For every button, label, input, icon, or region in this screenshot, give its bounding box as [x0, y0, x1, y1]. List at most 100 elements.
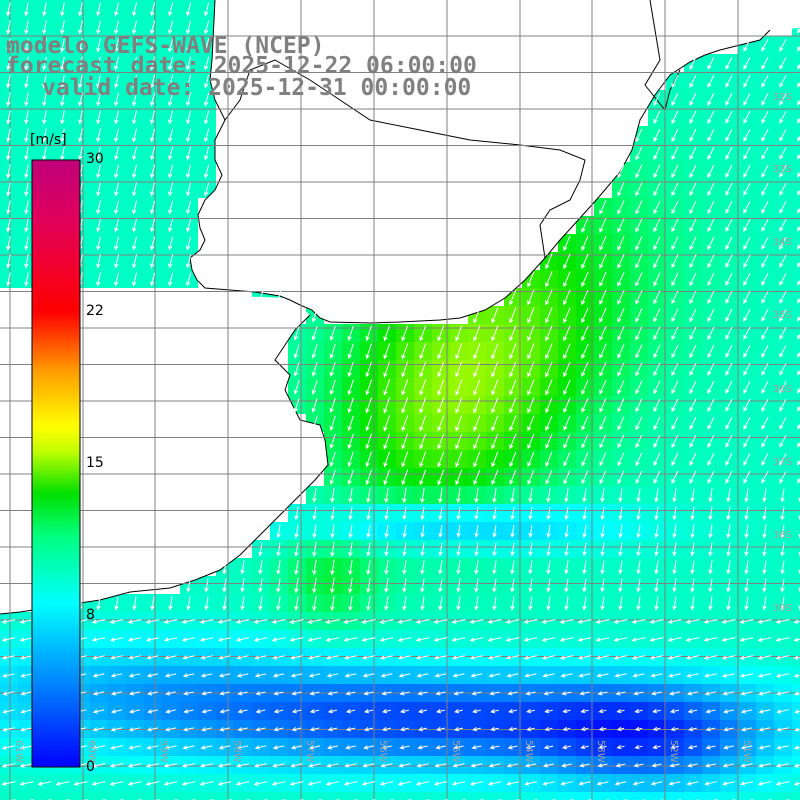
wind-arrow: [616, 744, 625, 750]
wind-arrow: [686, 691, 699, 696]
colorbar-tick-label: 0: [86, 759, 95, 775]
wind-arrow: [290, 655, 303, 660]
wind-arrow: [199, 637, 214, 642]
wind-arrow: [470, 763, 483, 768]
wind-arrow: [761, 200, 769, 214]
wind-arrow: [150, 128, 156, 143]
wind-arrow: [689, 434, 697, 448]
wind-cell: [792, 414, 800, 432]
wind-arrow: [348, 524, 353, 539]
wind-arrow: [291, 691, 302, 696]
wind-arrow: [598, 708, 607, 714]
wind-arrow: [474, 506, 479, 521]
wind-arrow: [687, 709, 698, 714]
wind-arrow: [653, 272, 661, 287]
wind-arrow: [649, 619, 664, 624]
wind-arrow: [527, 289, 535, 306]
wind-arrow: [272, 673, 285, 678]
wind-arrow: [525, 745, 536, 750]
wind-arrow: [725, 92, 733, 106]
wind-arrow: [761, 380, 769, 394]
wind-arrow: [671, 272, 679, 287]
wind-arrow: [347, 415, 354, 432]
wind-arrow: [596, 781, 609, 786]
wind-arrow: [344, 763, 357, 768]
wind-arrow: [616, 726, 625, 732]
wind-arrow: [487, 781, 502, 786]
wind-arrow: [635, 344, 643, 359]
wind-arrow: [235, 619, 250, 624]
wind-arrow: [401, 361, 409, 378]
wind-arrow: [797, 99, 800, 106]
wind-cell: [792, 468, 800, 486]
wind-arrow: [132, 128, 137, 143]
wind-arrow: [132, 254, 137, 269]
wind-arrow: [436, 708, 446, 714]
wind-arrow: [114, 38, 119, 53]
wind-arrow: [200, 745, 213, 750]
wind-arrow: [761, 236, 769, 250]
wind-arrow: [653, 326, 661, 341]
wind-arrow: [347, 325, 354, 342]
wind-arrow: [384, 596, 389, 611]
wind-arrow: [24, 200, 29, 215]
wind-arrow: [186, 596, 191, 611]
wind-arrow: [469, 655, 484, 660]
wind-arrow: [618, 578, 623, 593]
wind-arrow: [347, 469, 354, 485]
wind-arrow: [343, 637, 358, 642]
wind-arrow: [492, 560, 497, 575]
wind-arrow: [491, 307, 499, 324]
wind-arrow: [617, 434, 625, 449]
wind-arrow: [91, 637, 106, 642]
wind-arrow: [325, 619, 340, 624]
wind-arrow: [725, 452, 733, 466]
wind-arrow: [779, 452, 787, 466]
wind-arrow: [527, 307, 535, 324]
wind-arrow: [291, 727, 302, 732]
wind-arrow: [329, 326, 336, 341]
wind-arrow: [330, 524, 335, 539]
wind-arrow: [109, 637, 124, 642]
wind-arrow: [20, 727, 33, 732]
wind-cell: [792, 792, 800, 800]
wind-arrow: [383, 361, 391, 378]
wind-arrow: [419, 433, 427, 450]
wind-arrow: [362, 655, 376, 660]
wind-arrow: [797, 27, 800, 34]
wind-arrow: [96, 254, 101, 269]
wind-arrow: [168, 218, 174, 233]
wind-arrow: [599, 289, 607, 306]
wind-arrow: [581, 343, 589, 360]
wind-arrow: [580, 744, 589, 750]
wind-arrow: [509, 343, 517, 360]
wind-arrow: [454, 708, 463, 714]
wind-arrow: [237, 727, 248, 732]
wind-arrow: [235, 637, 250, 642]
wind-arrow: [600, 488, 605, 503]
wind-arrow: [762, 524, 767, 539]
wind-arrow: [420, 487, 425, 504]
wind-arrow: [510, 506, 515, 521]
wind-arrow: [294, 559, 299, 576]
wind-arrow: [543, 691, 554, 696]
wind-cell: [108, 792, 126, 800]
wind-arrow: [761, 308, 769, 322]
wind-arrow: [600, 524, 605, 539]
wind-arrow: [6, 218, 11, 233]
wind-arrow: [707, 56, 715, 70]
wind-arrow: [635, 128, 643, 143]
wind-arrow: [150, 92, 156, 107]
wind-arrow: [545, 289, 553, 306]
wind-arrow: [204, 164, 210, 179]
wind-arrow: [307, 781, 322, 786]
wind-arrow: [96, 38, 101, 53]
wind-arrow: [307, 637, 322, 642]
wind-arrow: [491, 361, 499, 378]
wind-arrow: [78, 38, 83, 53]
latitude-label: 32S: [773, 92, 792, 103]
wind-arrow: [722, 673, 736, 678]
wind-arrow: [793, 763, 800, 768]
wind-arrow: [757, 637, 772, 642]
wind-arrow: [362, 673, 375, 678]
